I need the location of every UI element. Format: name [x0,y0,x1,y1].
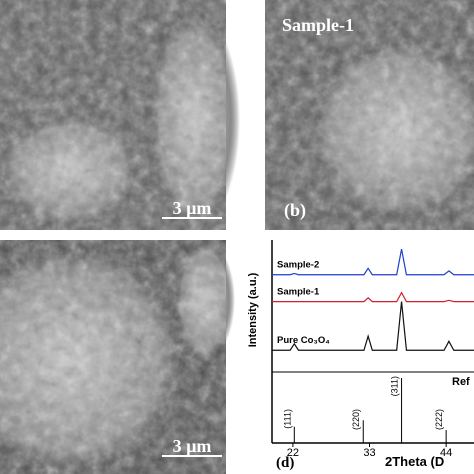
series-label: Sample-1 [277,287,320,298]
peak-label: (111) [282,409,292,429]
scale-bar-label: 3 µm [173,436,212,456]
x-tick-label: 33 [363,447,375,459]
panel-label: (b) [284,200,306,221]
x-tick-label: 22 [287,447,299,459]
sem-panel-c: 3 µm [0,240,235,474]
spectrum [272,301,474,351]
sample-label: Sample-1 [282,15,354,35]
peak-label: (222) [434,409,444,430]
peak-label: (311) [390,376,400,396]
xrd-chart: Intensity (a.u.) 2Theta (D (d) 22 33 44 Sam… [247,240,474,471]
spectrum [272,291,474,303]
sem-panel-b: Sample-1 (b) [265,0,474,230]
sem-panel-a: 3 µm [0,0,240,230]
scale-bar-label: 3 µm [173,198,212,218]
series-label: Pure Co₃O₄ [277,335,330,346]
spectrum [272,249,474,276]
x-tick-label: 44 [440,447,452,459]
peak-label: (220) [351,409,361,430]
y-axis-label: Intensity (a.u.) [247,272,259,347]
reference-label: Ref [452,376,470,388]
series-label: Sample-2 [277,260,319,271]
panel-label: (d) [276,455,294,471]
x-axis-label: 2Theta (D [385,454,444,469]
